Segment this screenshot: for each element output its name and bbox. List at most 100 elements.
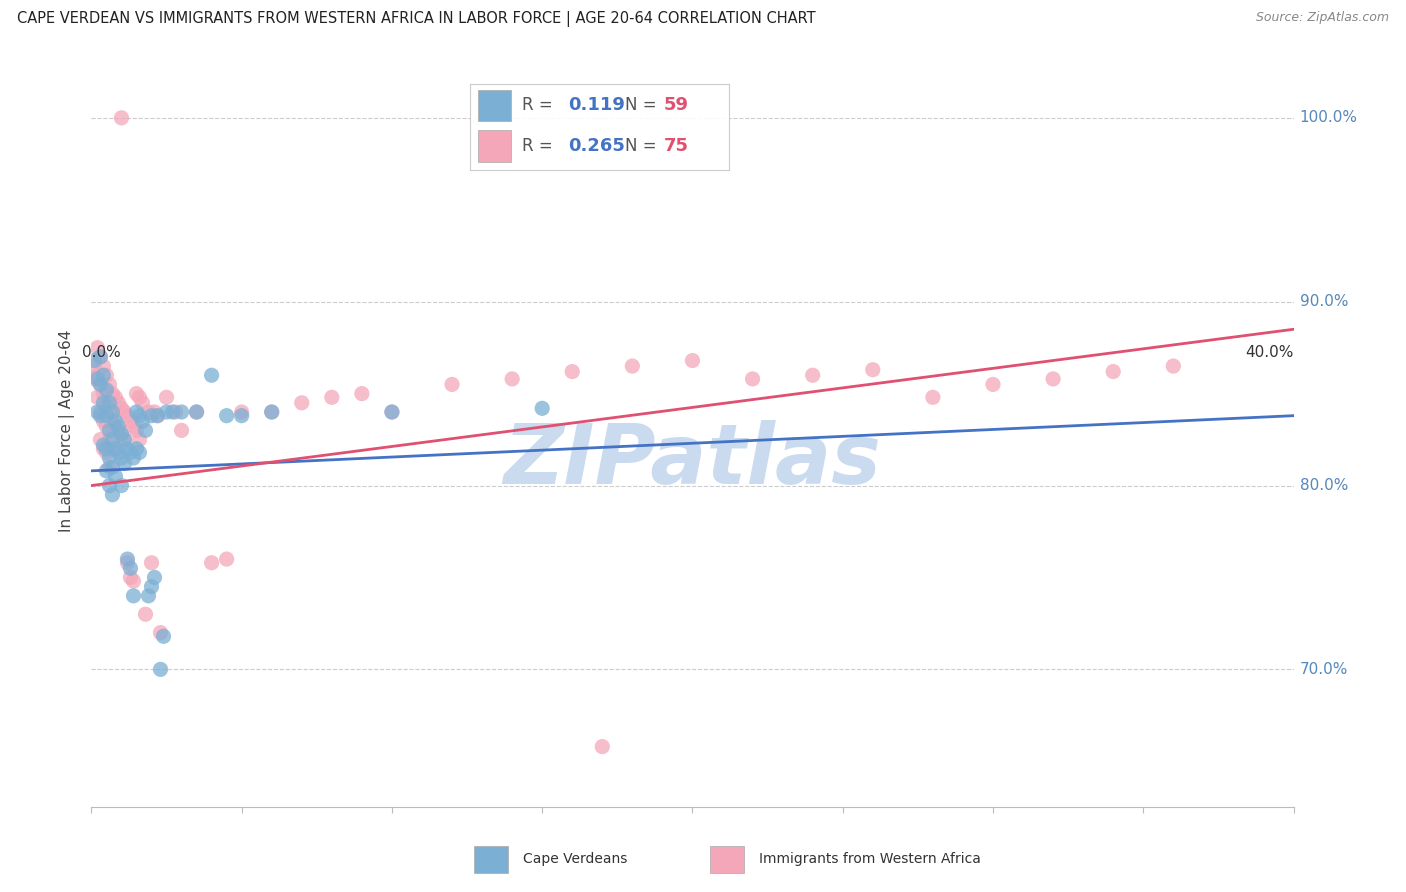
Point bbox=[138, 589, 160, 603]
Point bbox=[120, 445, 142, 459]
Point bbox=[440, 377, 463, 392]
Point bbox=[120, 414, 142, 428]
Point bbox=[741, 372, 763, 386]
Point bbox=[83, 359, 105, 373]
Point bbox=[101, 460, 124, 475]
Point bbox=[101, 488, 124, 502]
Point bbox=[381, 405, 404, 419]
Point bbox=[89, 405, 111, 419]
Point bbox=[146, 409, 169, 423]
Text: Cape Verdeans: Cape Verdeans bbox=[523, 852, 627, 865]
Point bbox=[128, 409, 150, 423]
Point bbox=[98, 478, 121, 492]
Point bbox=[104, 419, 127, 434]
Point bbox=[125, 442, 148, 456]
Point bbox=[122, 589, 145, 603]
Point bbox=[104, 442, 127, 456]
Point bbox=[1161, 359, 1184, 373]
Point bbox=[134, 424, 156, 438]
Point bbox=[101, 414, 124, 428]
Point bbox=[104, 414, 127, 428]
Point bbox=[122, 450, 145, 465]
Point bbox=[114, 433, 136, 447]
Point bbox=[531, 401, 554, 416]
Point bbox=[134, 607, 156, 622]
Bar bbox=[474, 847, 509, 873]
Point bbox=[89, 350, 111, 364]
Point bbox=[114, 457, 136, 471]
Point bbox=[681, 353, 703, 368]
Point bbox=[131, 396, 153, 410]
Text: N =: N = bbox=[626, 96, 657, 114]
Point bbox=[170, 424, 193, 438]
Point bbox=[170, 405, 193, 419]
Point bbox=[98, 450, 121, 465]
Point bbox=[231, 409, 253, 423]
Point bbox=[141, 580, 163, 594]
Point bbox=[186, 405, 208, 419]
Point bbox=[125, 424, 148, 438]
Point bbox=[591, 739, 613, 754]
Point bbox=[215, 409, 238, 423]
Point bbox=[122, 574, 145, 589]
Y-axis label: In Labor Force | Age 20-64: In Labor Force | Age 20-64 bbox=[59, 329, 76, 532]
Point bbox=[93, 438, 115, 452]
Point bbox=[96, 442, 118, 456]
Text: CAPE VERDEAN VS IMMIGRANTS FROM WESTERN AFRICA IN LABOR FORCE | AGE 20-64 CORREL: CAPE VERDEAN VS IMMIGRANTS FROM WESTERN … bbox=[17, 11, 815, 27]
Point bbox=[186, 405, 208, 419]
Point bbox=[561, 365, 583, 379]
Point bbox=[155, 390, 177, 404]
Point bbox=[125, 405, 148, 419]
Point bbox=[98, 433, 121, 447]
Point bbox=[138, 405, 160, 419]
Point bbox=[86, 372, 108, 386]
Point bbox=[128, 445, 150, 459]
Point bbox=[89, 377, 111, 392]
Point bbox=[98, 460, 121, 475]
Text: ZIPatlas: ZIPatlas bbox=[503, 420, 882, 501]
Point bbox=[101, 442, 124, 456]
Bar bbox=[478, 130, 512, 161]
Point bbox=[86, 368, 108, 383]
Point bbox=[93, 442, 115, 456]
Point bbox=[801, 368, 824, 383]
Point bbox=[101, 433, 124, 447]
Point bbox=[621, 359, 644, 373]
Point bbox=[122, 419, 145, 434]
Point bbox=[107, 396, 129, 410]
Point bbox=[321, 390, 343, 404]
Point bbox=[107, 424, 129, 438]
Point bbox=[104, 390, 127, 404]
Point bbox=[89, 350, 111, 364]
Point bbox=[96, 464, 118, 478]
Point bbox=[107, 445, 129, 459]
Point bbox=[128, 390, 150, 404]
Point bbox=[83, 353, 105, 368]
Point bbox=[101, 386, 124, 401]
Point bbox=[110, 450, 132, 465]
Text: 59: 59 bbox=[664, 96, 689, 114]
Text: 90.0%: 90.0% bbox=[1299, 294, 1348, 310]
Point bbox=[83, 372, 105, 386]
Point bbox=[120, 561, 142, 575]
Point bbox=[1042, 372, 1064, 386]
Text: R =: R = bbox=[522, 96, 553, 114]
Point bbox=[110, 427, 132, 442]
Point bbox=[162, 405, 184, 419]
Point bbox=[201, 556, 224, 570]
Point bbox=[152, 629, 174, 643]
Point bbox=[93, 359, 115, 373]
Point bbox=[201, 368, 224, 383]
Point bbox=[131, 414, 153, 428]
Point bbox=[98, 424, 121, 438]
Point bbox=[922, 390, 945, 404]
Point bbox=[89, 433, 111, 447]
Text: 70.0%: 70.0% bbox=[1299, 662, 1348, 677]
Text: 75: 75 bbox=[664, 137, 689, 155]
Text: 0.119: 0.119 bbox=[568, 96, 626, 114]
Point bbox=[128, 433, 150, 447]
Point bbox=[89, 409, 111, 423]
Point bbox=[114, 433, 136, 447]
Point bbox=[117, 409, 139, 423]
Point bbox=[101, 405, 124, 419]
